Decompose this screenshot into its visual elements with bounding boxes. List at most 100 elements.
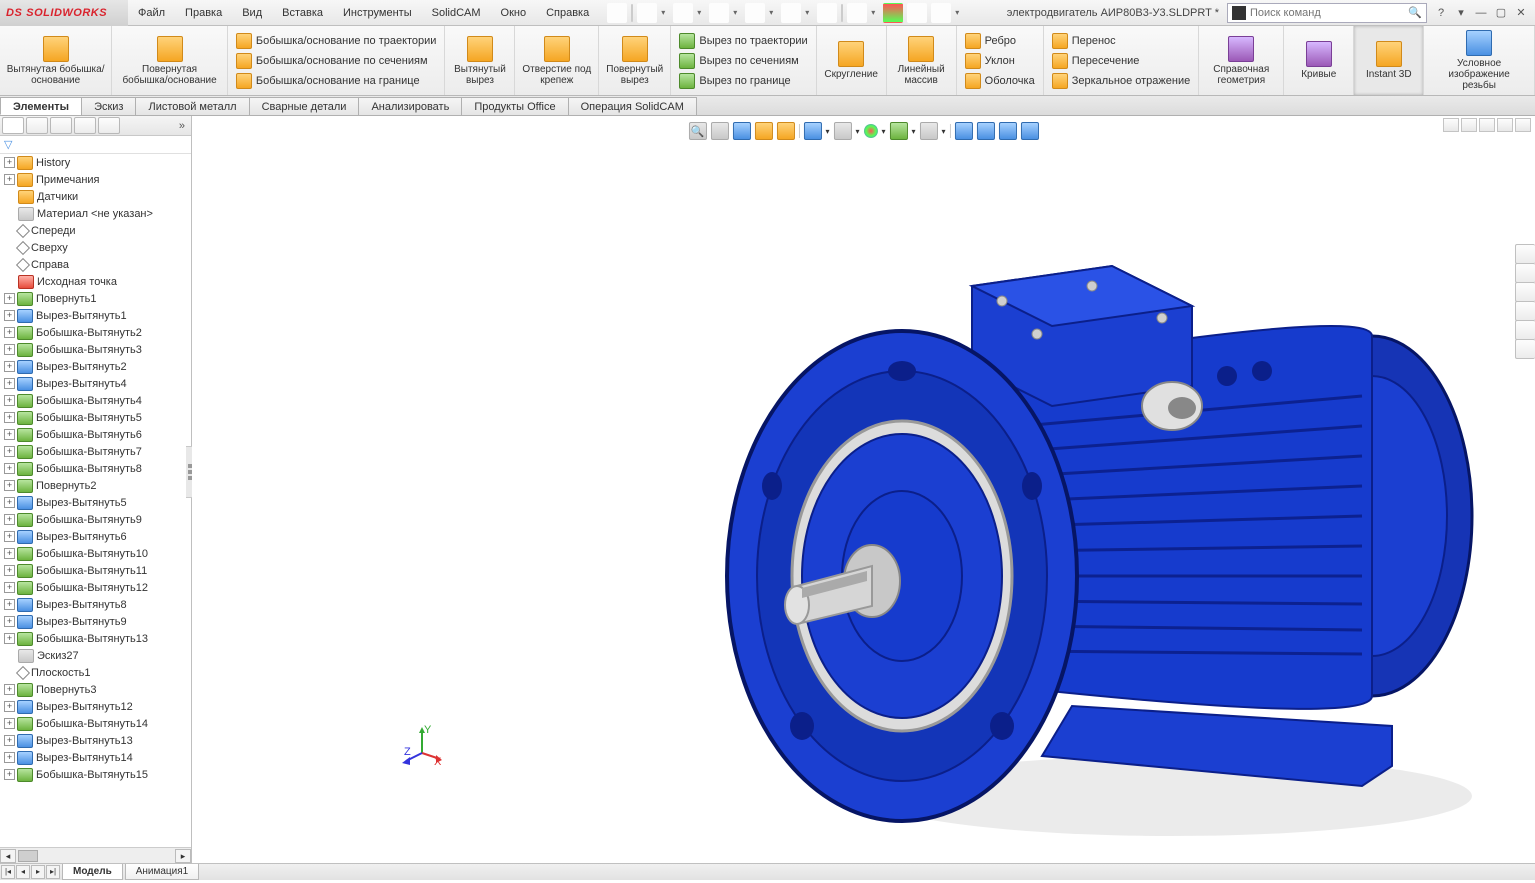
help-icon[interactable]: ? — [1433, 6, 1449, 20]
expander-icon[interactable]: + — [4, 531, 15, 542]
tree-node[interactable]: +Бобышка-Вытянуть3 — [0, 341, 191, 358]
ribbon-loft-boss[interactable]: Бобышка/основание по сечениям — [236, 51, 428, 71]
ribbon-revolve-boss[interactable]: Повернутая бобышка/основание — [112, 26, 228, 95]
undo-icon[interactable] — [781, 3, 801, 23]
search-glass-icon[interactable]: 🔍 — [1408, 6, 1422, 19]
menu-help[interactable]: Справка — [536, 0, 599, 26]
menu-view[interactable]: Вид — [232, 0, 272, 26]
tab-weldments[interactable]: Сварные детали — [249, 97, 360, 115]
tree-node[interactable]: +Вырез-Вытянуть8 — [0, 596, 191, 613]
tree-node[interactable]: +Вырез-Вытянуть13 — [0, 732, 191, 749]
tab-features[interactable]: Элементы — [0, 97, 82, 115]
taskpane-appearance-icon[interactable] — [1515, 320, 1535, 340]
props-icon[interactable] — [931, 3, 951, 23]
print-icon[interactable] — [745, 3, 765, 23]
tree-node[interactable]: Исходная точка — [0, 273, 191, 290]
dynamic-icon[interactable] — [776, 122, 794, 140]
tree-node[interactable]: +Вырез-Вытянуть1 — [0, 307, 191, 324]
tree-node[interactable]: +Повернуть2 — [0, 477, 191, 494]
scroll-thumb[interactable] — [18, 850, 38, 862]
prev-view-icon[interactable] — [732, 122, 750, 140]
expander-icon[interactable]: + — [4, 497, 15, 508]
ribbon-hole-wizard[interactable]: Отверстие под крепеж — [515, 26, 599, 95]
ribbon-linear-pattern[interactable]: Линейный массив — [887, 26, 957, 95]
search-icon[interactable] — [607, 3, 627, 23]
ribbon-ref-geom[interactable]: Справочная геометрия — [1199, 26, 1284, 95]
menu-edit[interactable]: Правка — [175, 0, 232, 26]
expander-icon[interactable]: + — [4, 327, 15, 338]
tree-node[interactable]: +Вырез-Вытянуть4 — [0, 375, 191, 392]
tab-sheetmetal[interactable]: Листовой металл — [135, 97, 249, 115]
vp-min-icon[interactable] — [1479, 118, 1495, 132]
panel-tab-display[interactable] — [98, 117, 120, 134]
scroll-left-icon[interactable]: ◂ — [0, 849, 16, 863]
ribbon-boundary-cut[interactable]: Вырез по границе — [679, 71, 790, 91]
expander-icon[interactable]: + — [4, 735, 15, 746]
save-icon[interactable] — [709, 3, 729, 23]
tab-sketch[interactable]: Эскиз — [81, 97, 136, 115]
tree-node[interactable]: +Бобышка-Вытянуть7 — [0, 443, 191, 460]
tab-first-icon[interactable]: |◂ — [1, 865, 15, 879]
tree-node[interactable]: +Вырез-Вытянуть2 — [0, 358, 191, 375]
tree-node[interactable]: +Бобышка-Вытянуть10 — [0, 545, 191, 562]
menu-insert[interactable]: Вставка — [272, 0, 333, 26]
tab-evaluate[interactable]: Анализировать — [358, 97, 462, 115]
expander-icon[interactable]: + — [4, 463, 15, 474]
expander-icon[interactable]: + — [4, 684, 15, 695]
tree-hscroll[interactable]: ◂ ▸ — [0, 847, 191, 863]
vp-layout-icon[interactable] — [1443, 118, 1459, 132]
expander-icon[interactable]: + — [4, 633, 15, 644]
tab-solidcam-op[interactable]: Операция SolidCAM — [568, 97, 697, 115]
panel-tab-feature-tree[interactable] — [2, 117, 24, 134]
tab-office[interactable]: Продукты Office — [461, 97, 568, 115]
expander-icon[interactable]: + — [4, 429, 15, 440]
tree-node[interactable]: +Повернуть3 — [0, 681, 191, 698]
command-search-input[interactable] — [1250, 7, 1408, 19]
tree-node[interactable]: +Бобышка-Вытянуть9 — [0, 511, 191, 528]
tree-node[interactable]: +Бобышка-Вытянуть14 — [0, 715, 191, 732]
vp-link-icon[interactable] — [1461, 118, 1477, 132]
section-icon[interactable] — [754, 122, 772, 140]
graphics-viewport[interactable]: 🔍 ▾ ▾ ▾ ▾ ▾ — [192, 116, 1535, 863]
expander-icon[interactable]: + — [4, 344, 15, 355]
tree-node[interactable]: Спереди — [0, 222, 191, 239]
tab-next-icon[interactable]: ▸ — [31, 865, 45, 879]
expander-icon[interactable]: + — [4, 174, 15, 185]
view-setting-icon[interactable] — [920, 122, 938, 140]
tree-node[interactable]: +Бобышка-Вытянуть6 — [0, 426, 191, 443]
restore-icon[interactable]: ▢ — [1493, 6, 1509, 20]
expander-icon[interactable]: + — [4, 157, 15, 168]
tree-node[interactable]: Датчики — [0, 188, 191, 205]
menu-solidcam[interactable]: SolidCAM — [422, 0, 491, 26]
tree-filter-bar[interactable]: ▽ — [0, 136, 191, 154]
tree-node[interactable]: +Бобышка-Вытянуть4 — [0, 392, 191, 409]
expander-icon[interactable]: + — [4, 446, 15, 457]
vp-close-icon[interactable] — [1515, 118, 1531, 132]
taskpane-view-icon[interactable] — [1515, 301, 1535, 321]
panel-tab-dim[interactable] — [74, 117, 96, 134]
ribbon-extrude-boss[interactable]: Вытянутая бобышка/основание — [0, 26, 112, 95]
expander-icon[interactable]: + — [4, 293, 15, 304]
expander-icon[interactable]: + — [4, 412, 15, 423]
tree-node[interactable]: +Повернуть1 — [0, 290, 191, 307]
tab-last-icon[interactable]: ▸| — [46, 865, 60, 879]
panel-collapse-icon[interactable]: » — [179, 120, 185, 132]
tree-node[interactable]: +Бобышка-Вытянуть5 — [0, 409, 191, 426]
open-icon[interactable] — [673, 3, 693, 23]
expander-icon[interactable]: + — [4, 480, 15, 491]
taskpane-custom-icon[interactable] — [1515, 339, 1535, 359]
expander-icon[interactable]: + — [4, 599, 15, 610]
ribbon-intersect[interactable]: Пересечение — [1052, 51, 1140, 71]
ribbon-thread[interactable]: Условное изображение резьбы — [1424, 26, 1535, 95]
tree-node[interactable]: +Вырез-Вытянуть6 — [0, 528, 191, 545]
expander-icon[interactable]: + — [4, 548, 15, 559]
expander-icon[interactable]: + — [4, 395, 15, 406]
tree-node[interactable]: +Примечания — [0, 171, 191, 188]
expander-icon[interactable]: + — [4, 378, 15, 389]
ribbon-sweep-cut[interactable]: Вырез по траектории — [679, 31, 807, 51]
hide-show-icon[interactable] — [863, 124, 877, 138]
panel-tab-property[interactable] — [26, 117, 48, 134]
menu-window[interactable]: Окно — [491, 0, 537, 26]
rebuild-icon[interactable] — [883, 3, 903, 23]
expander-icon[interactable]: + — [4, 718, 15, 729]
